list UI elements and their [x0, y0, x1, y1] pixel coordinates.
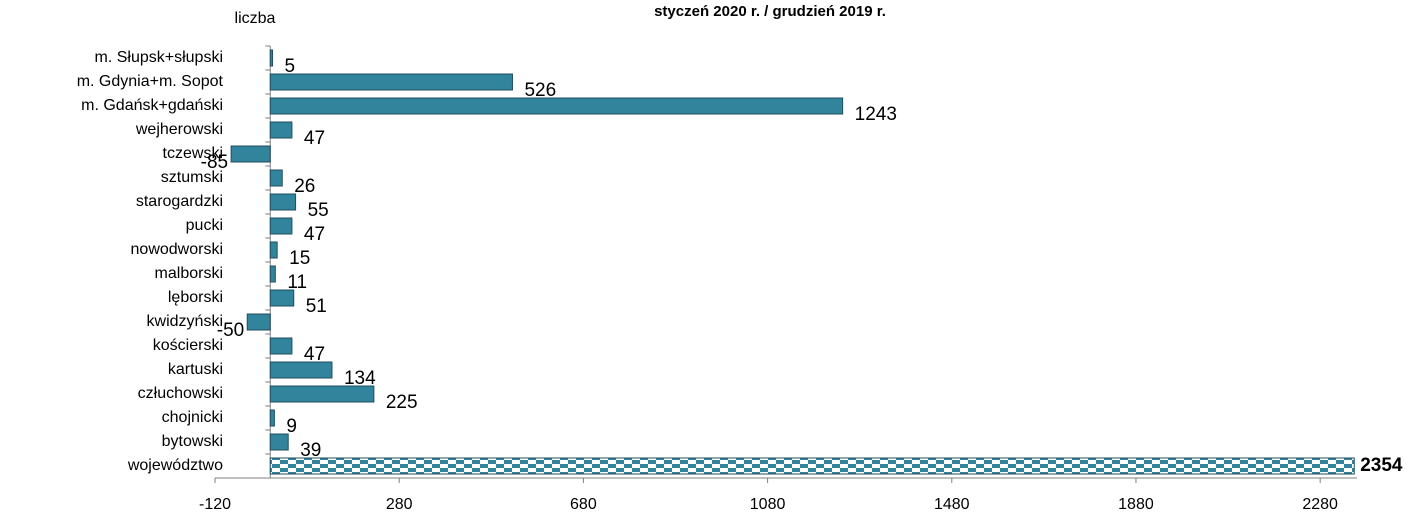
- value-label: 11: [287, 272, 307, 293]
- bar: [269, 73, 513, 91]
- y-tick-label: województwo: [127, 457, 223, 474]
- value-label: 47: [304, 128, 325, 149]
- x-tick-label: 1480: [934, 496, 970, 513]
- bar: [269, 121, 293, 139]
- bar: [269, 217, 293, 235]
- y-tick-label: kwidzyński: [147, 313, 223, 330]
- bar: [269, 433, 289, 451]
- value-label: 47: [304, 344, 325, 365]
- value-label: -85: [201, 152, 228, 173]
- x-tick-label: 1080: [750, 496, 786, 513]
- value-label: 47: [304, 224, 325, 245]
- bar: [269, 49, 274, 67]
- x-tick-label: 1880: [1118, 496, 1154, 513]
- bar: [269, 97, 844, 115]
- bar: [269, 241, 278, 259]
- bar: [269, 385, 375, 403]
- y-tick-label: człuchowski: [138, 385, 223, 402]
- value-label: 9: [286, 416, 297, 437]
- value-label: -50: [217, 320, 244, 341]
- y-tick-label: kartuski: [168, 361, 223, 378]
- y-tick-label: wejherowski: [135, 121, 223, 138]
- bar: [269, 409, 275, 427]
- y-tick-label: tczewski: [163, 145, 223, 162]
- bar: [269, 193, 297, 211]
- bar: [269, 457, 1355, 475]
- value-label: 225: [386, 392, 418, 413]
- value-label: 15: [289, 248, 310, 269]
- y-tick-label: m. Gdynia+m. Sopot: [77, 73, 224, 90]
- bar: [246, 313, 271, 331]
- y-tick-label: bytowski: [162, 433, 223, 450]
- y-tick-label: chojnicki: [162, 409, 223, 426]
- value-label: 51: [306, 296, 327, 317]
- y-tick-label: m. Gdańsk+gdański: [81, 97, 223, 114]
- x-tick-label: 280: [386, 496, 413, 513]
- y-tick-label: malborski: [155, 265, 223, 282]
- y-tick-label: nowodworski: [131, 241, 223, 258]
- chart-title: styczeń 2020 r. / grudzień 2019 r.: [654, 3, 886, 20]
- axis-label: liczba: [235, 10, 276, 27]
- y-tick-label: lęborski: [168, 289, 223, 306]
- value-label: 2354: [1360, 455, 1403, 476]
- bar: [269, 361, 333, 379]
- bar: [269, 337, 293, 355]
- x-tick-label: -120: [199, 496, 231, 513]
- y-tick-label: pucki: [186, 217, 223, 234]
- value-label: 26: [294, 176, 315, 197]
- bar: [269, 265, 276, 283]
- bar: [269, 169, 283, 187]
- value-label: 134: [344, 368, 376, 389]
- y-tick-label: sztumski: [161, 169, 223, 186]
- value-label: 5: [285, 56, 296, 77]
- x-tick-label: 680: [570, 496, 597, 513]
- y-tick-label: starogardzki: [136, 193, 223, 210]
- value-label: 1243: [855, 104, 897, 125]
- value-label: 55: [308, 200, 329, 221]
- value-label: 39: [300, 440, 321, 461]
- y-tick-label: kościerski: [153, 337, 223, 354]
- bar: [230, 145, 271, 163]
- bar: [269, 289, 295, 307]
- x-tick-label: 2280: [1302, 496, 1338, 513]
- y-tick-label: m. Słupsk+słupski: [95, 49, 224, 66]
- value-label: 526: [524, 80, 556, 101]
